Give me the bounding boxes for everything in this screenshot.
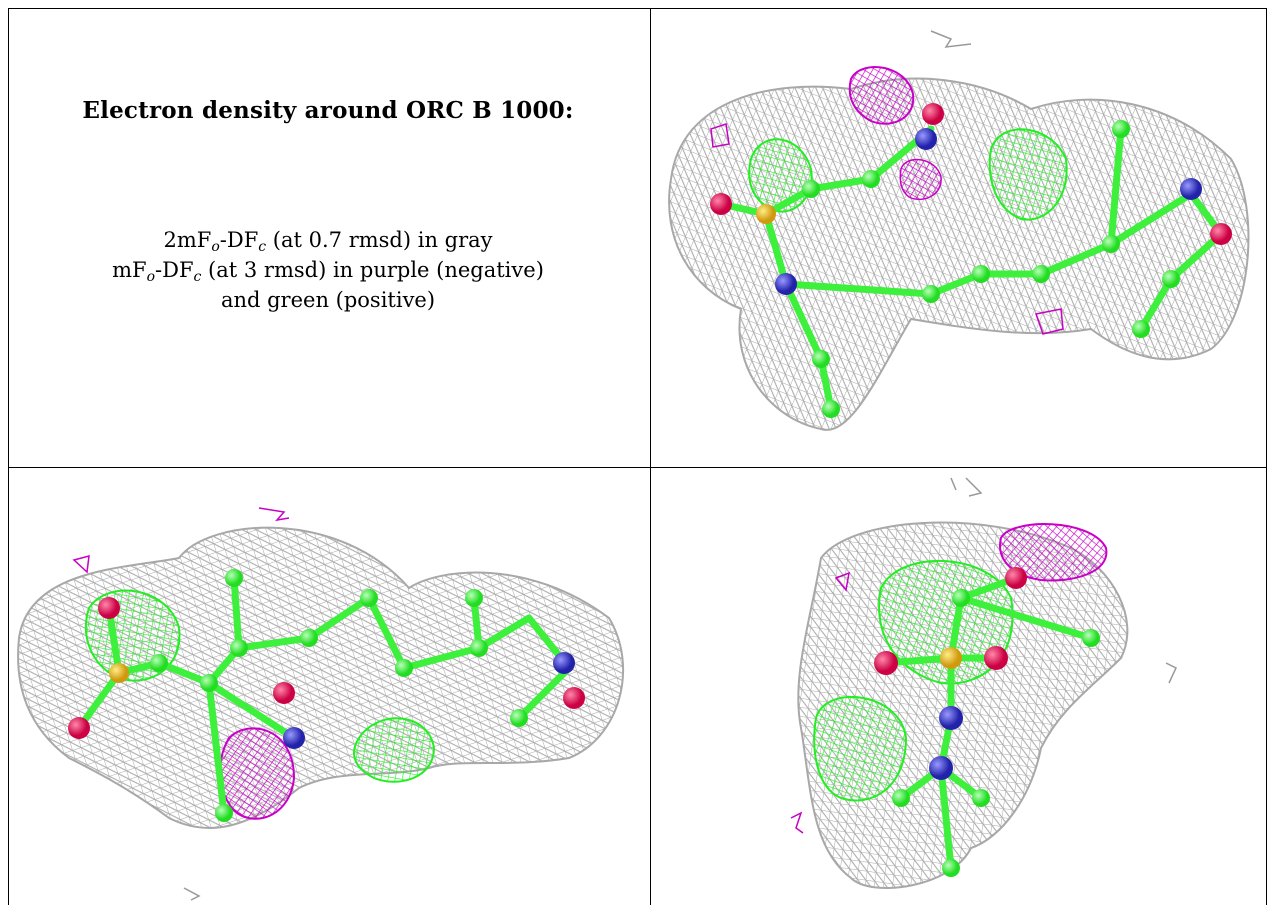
atom-nitrogen	[915, 128, 937, 150]
atom-oxygen	[922, 103, 944, 125]
atom-oxygen	[874, 651, 898, 675]
atom-oxygen	[68, 717, 90, 739]
atom-carbon	[1082, 629, 1100, 647]
caption-cell: Electron density around ORC B 1000: 2mFo…	[8, 0, 648, 466]
atom-carbon	[812, 350, 830, 368]
atom-carbon	[1132, 320, 1150, 338]
caption-line-1: 2mFo-DFc (at 0.7 rmsd) in gray	[163, 228, 493, 255]
purple-density-blob	[1035, 308, 1064, 335]
ligand-atoms	[68, 569, 585, 822]
ligand-atoms	[874, 567, 1100, 877]
atom-carbon	[822, 400, 840, 418]
atom-carbon	[1102, 235, 1120, 253]
gray-density-fragment	[930, 30, 972, 48]
green-density-blob	[813, 696, 908, 802]
atom-carbon	[360, 589, 378, 607]
atom-sulfur	[756, 204, 776, 224]
atom-oxygen	[710, 193, 732, 215]
atom-carbon	[1032, 265, 1050, 283]
atom-carbon	[465, 589, 483, 607]
atom-nitrogen	[283, 727, 305, 749]
atom-carbon	[892, 789, 910, 807]
atom-nitrogen	[1180, 178, 1202, 200]
purple-density-blob	[899, 158, 942, 201]
atom-carbon	[1112, 120, 1130, 138]
purple-density-blob	[848, 66, 915, 125]
caption-title: Electron density around ORC B 1000:	[82, 97, 574, 124]
atom-carbon	[395, 659, 413, 677]
border-middle	[8, 467, 1267, 468]
border-left	[8, 8, 9, 905]
purple-density-blob	[72, 554, 90, 574]
electron-density-view-bottom-left	[9, 468, 650, 905]
atom-oxygen	[984, 646, 1008, 670]
atom-oxygen	[563, 687, 585, 709]
atom-carbon	[952, 589, 970, 607]
atom-oxygen	[98, 597, 120, 619]
atom-sulfur	[940, 647, 962, 669]
border-right	[1266, 8, 1267, 905]
atom-oxygen	[1210, 223, 1232, 245]
atom-carbon	[470, 639, 488, 657]
caption-line-3: and green (positive)	[220, 288, 436, 312]
atom-nitrogen	[553, 652, 575, 674]
atom-sulfur	[109, 663, 129, 683]
atom-carbon	[1162, 270, 1180, 288]
atom-carbon	[300, 629, 318, 647]
green-density-blob	[988, 128, 1068, 221]
gray-density-fragment	[1165, 662, 1177, 684]
atom-carbon	[510, 709, 528, 727]
atom-carbon	[230, 639, 248, 657]
atom-carbon	[200, 674, 218, 692]
border-top	[8, 8, 1267, 9]
purple-density-blob	[258, 507, 290, 522]
atom-carbon	[942, 859, 960, 877]
border-center	[650, 8, 651, 905]
purple-density-blob	[790, 811, 804, 834]
atom-carbon	[215, 804, 233, 822]
caption-line-2: mFo-DFc (at 3 rmsd) in purple (negative)	[112, 258, 544, 285]
atom-nitrogen	[775, 273, 797, 295]
atom-oxygen	[273, 682, 295, 704]
gray-density-fragment	[950, 477, 983, 497]
gray-density-mesh	[668, 77, 1250, 431]
atom-carbon	[922, 285, 940, 303]
electron-density-view-bottom-right	[651, 468, 1266, 905]
atom-oxygen	[1005, 567, 1027, 589]
ligand-bonds	[75, 574, 573, 817]
atom-nitrogen	[929, 756, 953, 780]
atom-nitrogen	[939, 706, 963, 730]
atom-carbon	[972, 789, 990, 807]
atom-carbon	[225, 569, 243, 587]
atom-carbon	[862, 170, 880, 188]
gray-density-mesh	[17, 526, 624, 829]
gray-density-fragment	[183, 887, 201, 901]
purple-density-blob	[710, 123, 730, 148]
purple-density-blob	[834, 571, 850, 592]
ligand-atoms	[710, 103, 1232, 418]
atom-carbon	[802, 180, 820, 198]
atom-carbon	[150, 654, 168, 672]
caption-body: 2mFo-DFc (at 0.7 rmsd) in gray mFo-DFc (…	[8, 225, 648, 315]
atom-carbon	[972, 265, 990, 283]
green-density-blob	[353, 717, 436, 783]
purple-density-blob	[219, 727, 296, 820]
electron-density-view-top-right	[651, 9, 1266, 466]
